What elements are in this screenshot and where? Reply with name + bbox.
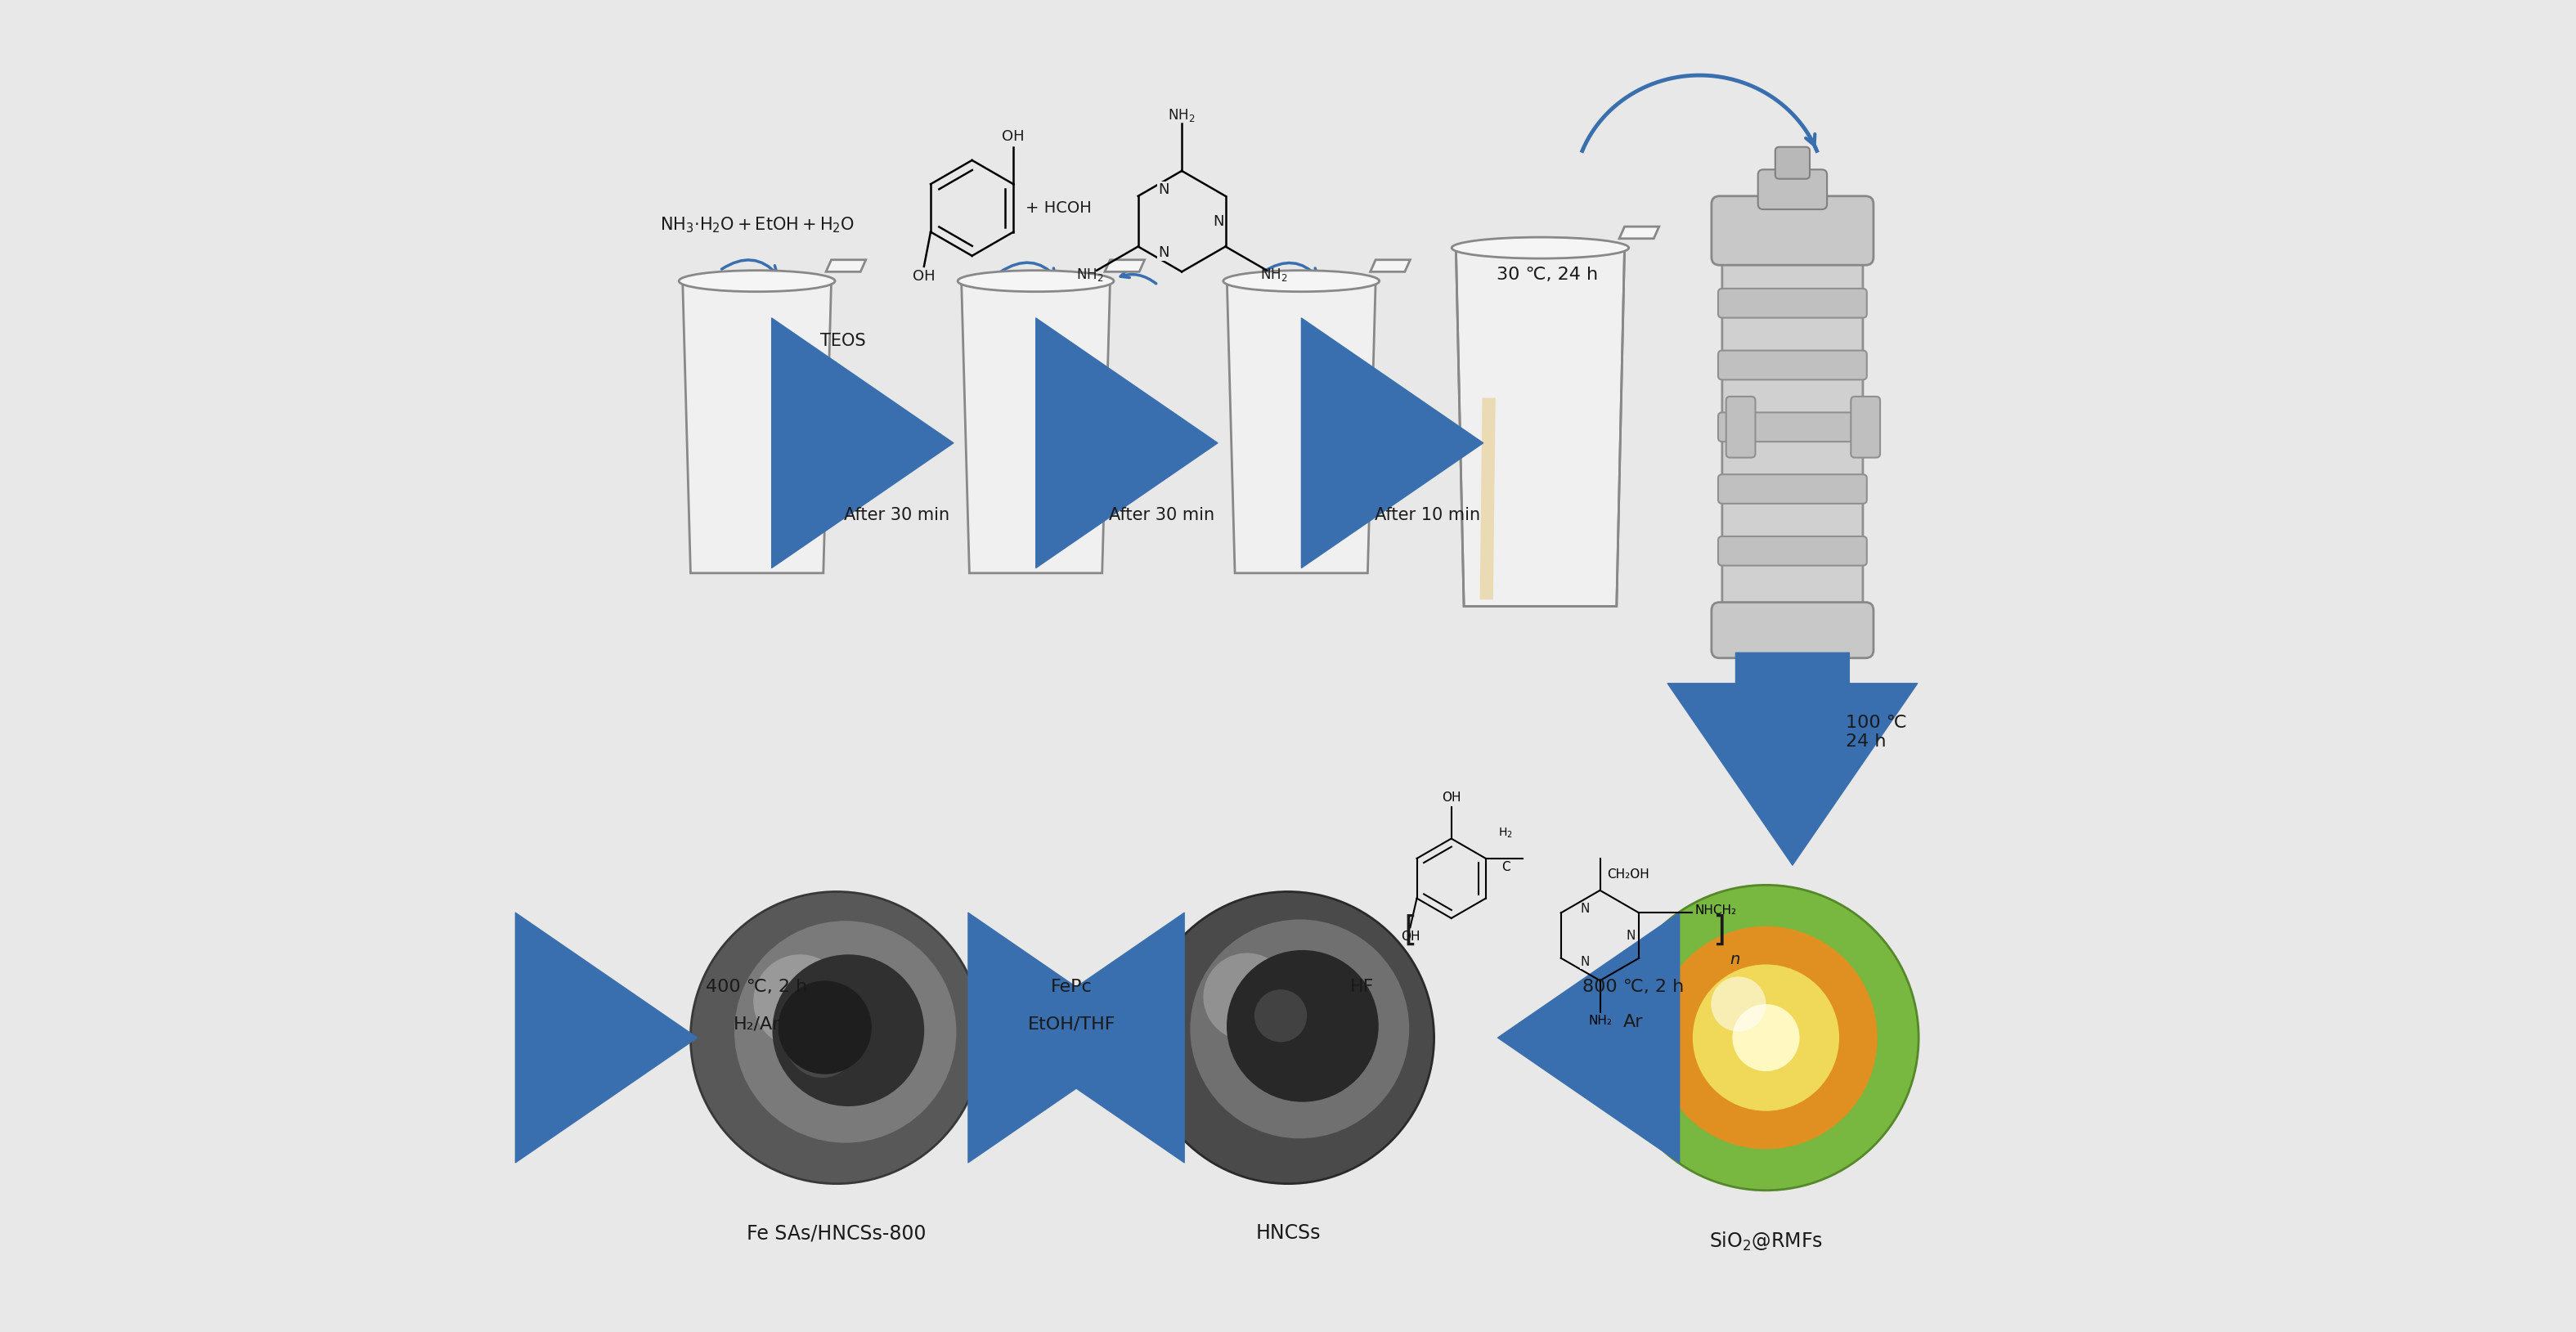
Circle shape bbox=[1203, 952, 1291, 1040]
Ellipse shape bbox=[1453, 237, 1628, 258]
Circle shape bbox=[1190, 919, 1409, 1139]
Polygon shape bbox=[1620, 226, 1659, 238]
Text: 800 ℃, 2 h: 800 ℃, 2 h bbox=[1582, 979, 1685, 995]
FancyBboxPatch shape bbox=[1726, 397, 1754, 458]
Text: N: N bbox=[1625, 930, 1636, 942]
Text: N: N bbox=[1159, 182, 1170, 197]
Text: + HCOH: + HCOH bbox=[1025, 200, 1092, 216]
Text: Fe SAs/HNCSs-800: Fe SAs/HNCSs-800 bbox=[747, 1224, 927, 1243]
Text: n: n bbox=[1731, 951, 1741, 967]
Ellipse shape bbox=[1224, 270, 1378, 292]
Text: 30 ℃, 24 h: 30 ℃, 24 h bbox=[1497, 266, 1597, 282]
Polygon shape bbox=[1226, 281, 1376, 573]
Text: CH₂OH: CH₂OH bbox=[1607, 868, 1649, 880]
Text: $\rm NH_2$: $\rm NH_2$ bbox=[1167, 107, 1195, 124]
Polygon shape bbox=[1455, 248, 1625, 606]
FancyBboxPatch shape bbox=[1718, 350, 1868, 380]
Polygon shape bbox=[827, 260, 866, 272]
Circle shape bbox=[1613, 884, 1919, 1191]
Text: OH: OH bbox=[1002, 129, 1025, 144]
Circle shape bbox=[734, 920, 956, 1143]
Text: N: N bbox=[1579, 903, 1589, 915]
Circle shape bbox=[1710, 976, 1767, 1031]
Polygon shape bbox=[1479, 398, 1497, 599]
FancyBboxPatch shape bbox=[1718, 413, 1868, 442]
Text: $\rm NH_2$: $\rm NH_2$ bbox=[1077, 266, 1103, 282]
Text: NH₂: NH₂ bbox=[1589, 1015, 1613, 1027]
Text: HF: HF bbox=[1350, 979, 1376, 995]
FancyBboxPatch shape bbox=[1718, 474, 1868, 503]
Circle shape bbox=[1731, 1004, 1801, 1071]
Ellipse shape bbox=[783, 983, 863, 1078]
Polygon shape bbox=[961, 281, 1110, 573]
FancyBboxPatch shape bbox=[1723, 230, 1862, 623]
FancyBboxPatch shape bbox=[1718, 289, 1868, 318]
FancyBboxPatch shape bbox=[1852, 397, 1880, 458]
FancyBboxPatch shape bbox=[1775, 147, 1811, 178]
Text: 100 ℃
24 h: 100 ℃ 24 h bbox=[1844, 715, 1906, 750]
Text: N: N bbox=[1213, 214, 1224, 229]
Text: H$_2$: H$_2$ bbox=[1499, 826, 1512, 840]
Text: $\rm NH_2$: $\rm NH_2$ bbox=[1260, 266, 1288, 282]
Text: Ar: Ar bbox=[1623, 1014, 1643, 1030]
FancyBboxPatch shape bbox=[1710, 196, 1873, 265]
Circle shape bbox=[1692, 964, 1839, 1111]
Text: OH: OH bbox=[1401, 930, 1419, 943]
Text: SiO$_2$@RMFs: SiO$_2$@RMFs bbox=[1708, 1231, 1824, 1252]
Text: After 30 min: After 30 min bbox=[842, 506, 948, 523]
Circle shape bbox=[778, 980, 871, 1074]
Circle shape bbox=[1226, 950, 1378, 1102]
Text: OH: OH bbox=[1443, 791, 1461, 805]
Ellipse shape bbox=[958, 270, 1113, 292]
Circle shape bbox=[773, 955, 925, 1107]
Polygon shape bbox=[1370, 260, 1409, 272]
Text: FePc: FePc bbox=[1051, 979, 1092, 995]
FancyBboxPatch shape bbox=[1757, 169, 1826, 209]
Text: C: C bbox=[1502, 860, 1510, 874]
Text: [: [ bbox=[1404, 914, 1417, 948]
Circle shape bbox=[1255, 990, 1306, 1042]
Text: TEOS: TEOS bbox=[822, 333, 866, 349]
Ellipse shape bbox=[680, 270, 835, 292]
Text: H₂/Ar: H₂/Ar bbox=[734, 1016, 781, 1032]
Text: N: N bbox=[1579, 956, 1589, 968]
Text: ]: ] bbox=[1713, 914, 1726, 948]
Text: 400 ℃, 2 h: 400 ℃, 2 h bbox=[706, 979, 809, 995]
Circle shape bbox=[1654, 926, 1878, 1150]
Circle shape bbox=[752, 955, 848, 1048]
Text: EtOH/THF: EtOH/THF bbox=[1028, 1016, 1115, 1032]
Text: After 30 min: After 30 min bbox=[1110, 506, 1216, 523]
Text: After 10 min: After 10 min bbox=[1376, 506, 1481, 523]
FancyBboxPatch shape bbox=[1718, 537, 1868, 566]
Text: HNCSs: HNCSs bbox=[1255, 1224, 1321, 1243]
Polygon shape bbox=[683, 281, 832, 573]
Text: $\rm NH_3{\cdot}H_2O+EtOH+H_2O$: $\rm NH_3{\cdot}H_2O+EtOH+H_2O$ bbox=[659, 216, 855, 234]
Text: NHCH₂: NHCH₂ bbox=[1695, 904, 1736, 916]
Text: N: N bbox=[1159, 245, 1170, 260]
FancyBboxPatch shape bbox=[1710, 602, 1873, 658]
Circle shape bbox=[690, 891, 981, 1184]
Polygon shape bbox=[1458, 392, 1620, 606]
Text: OH: OH bbox=[912, 269, 935, 284]
Circle shape bbox=[1141, 891, 1435, 1184]
Polygon shape bbox=[1105, 260, 1144, 272]
